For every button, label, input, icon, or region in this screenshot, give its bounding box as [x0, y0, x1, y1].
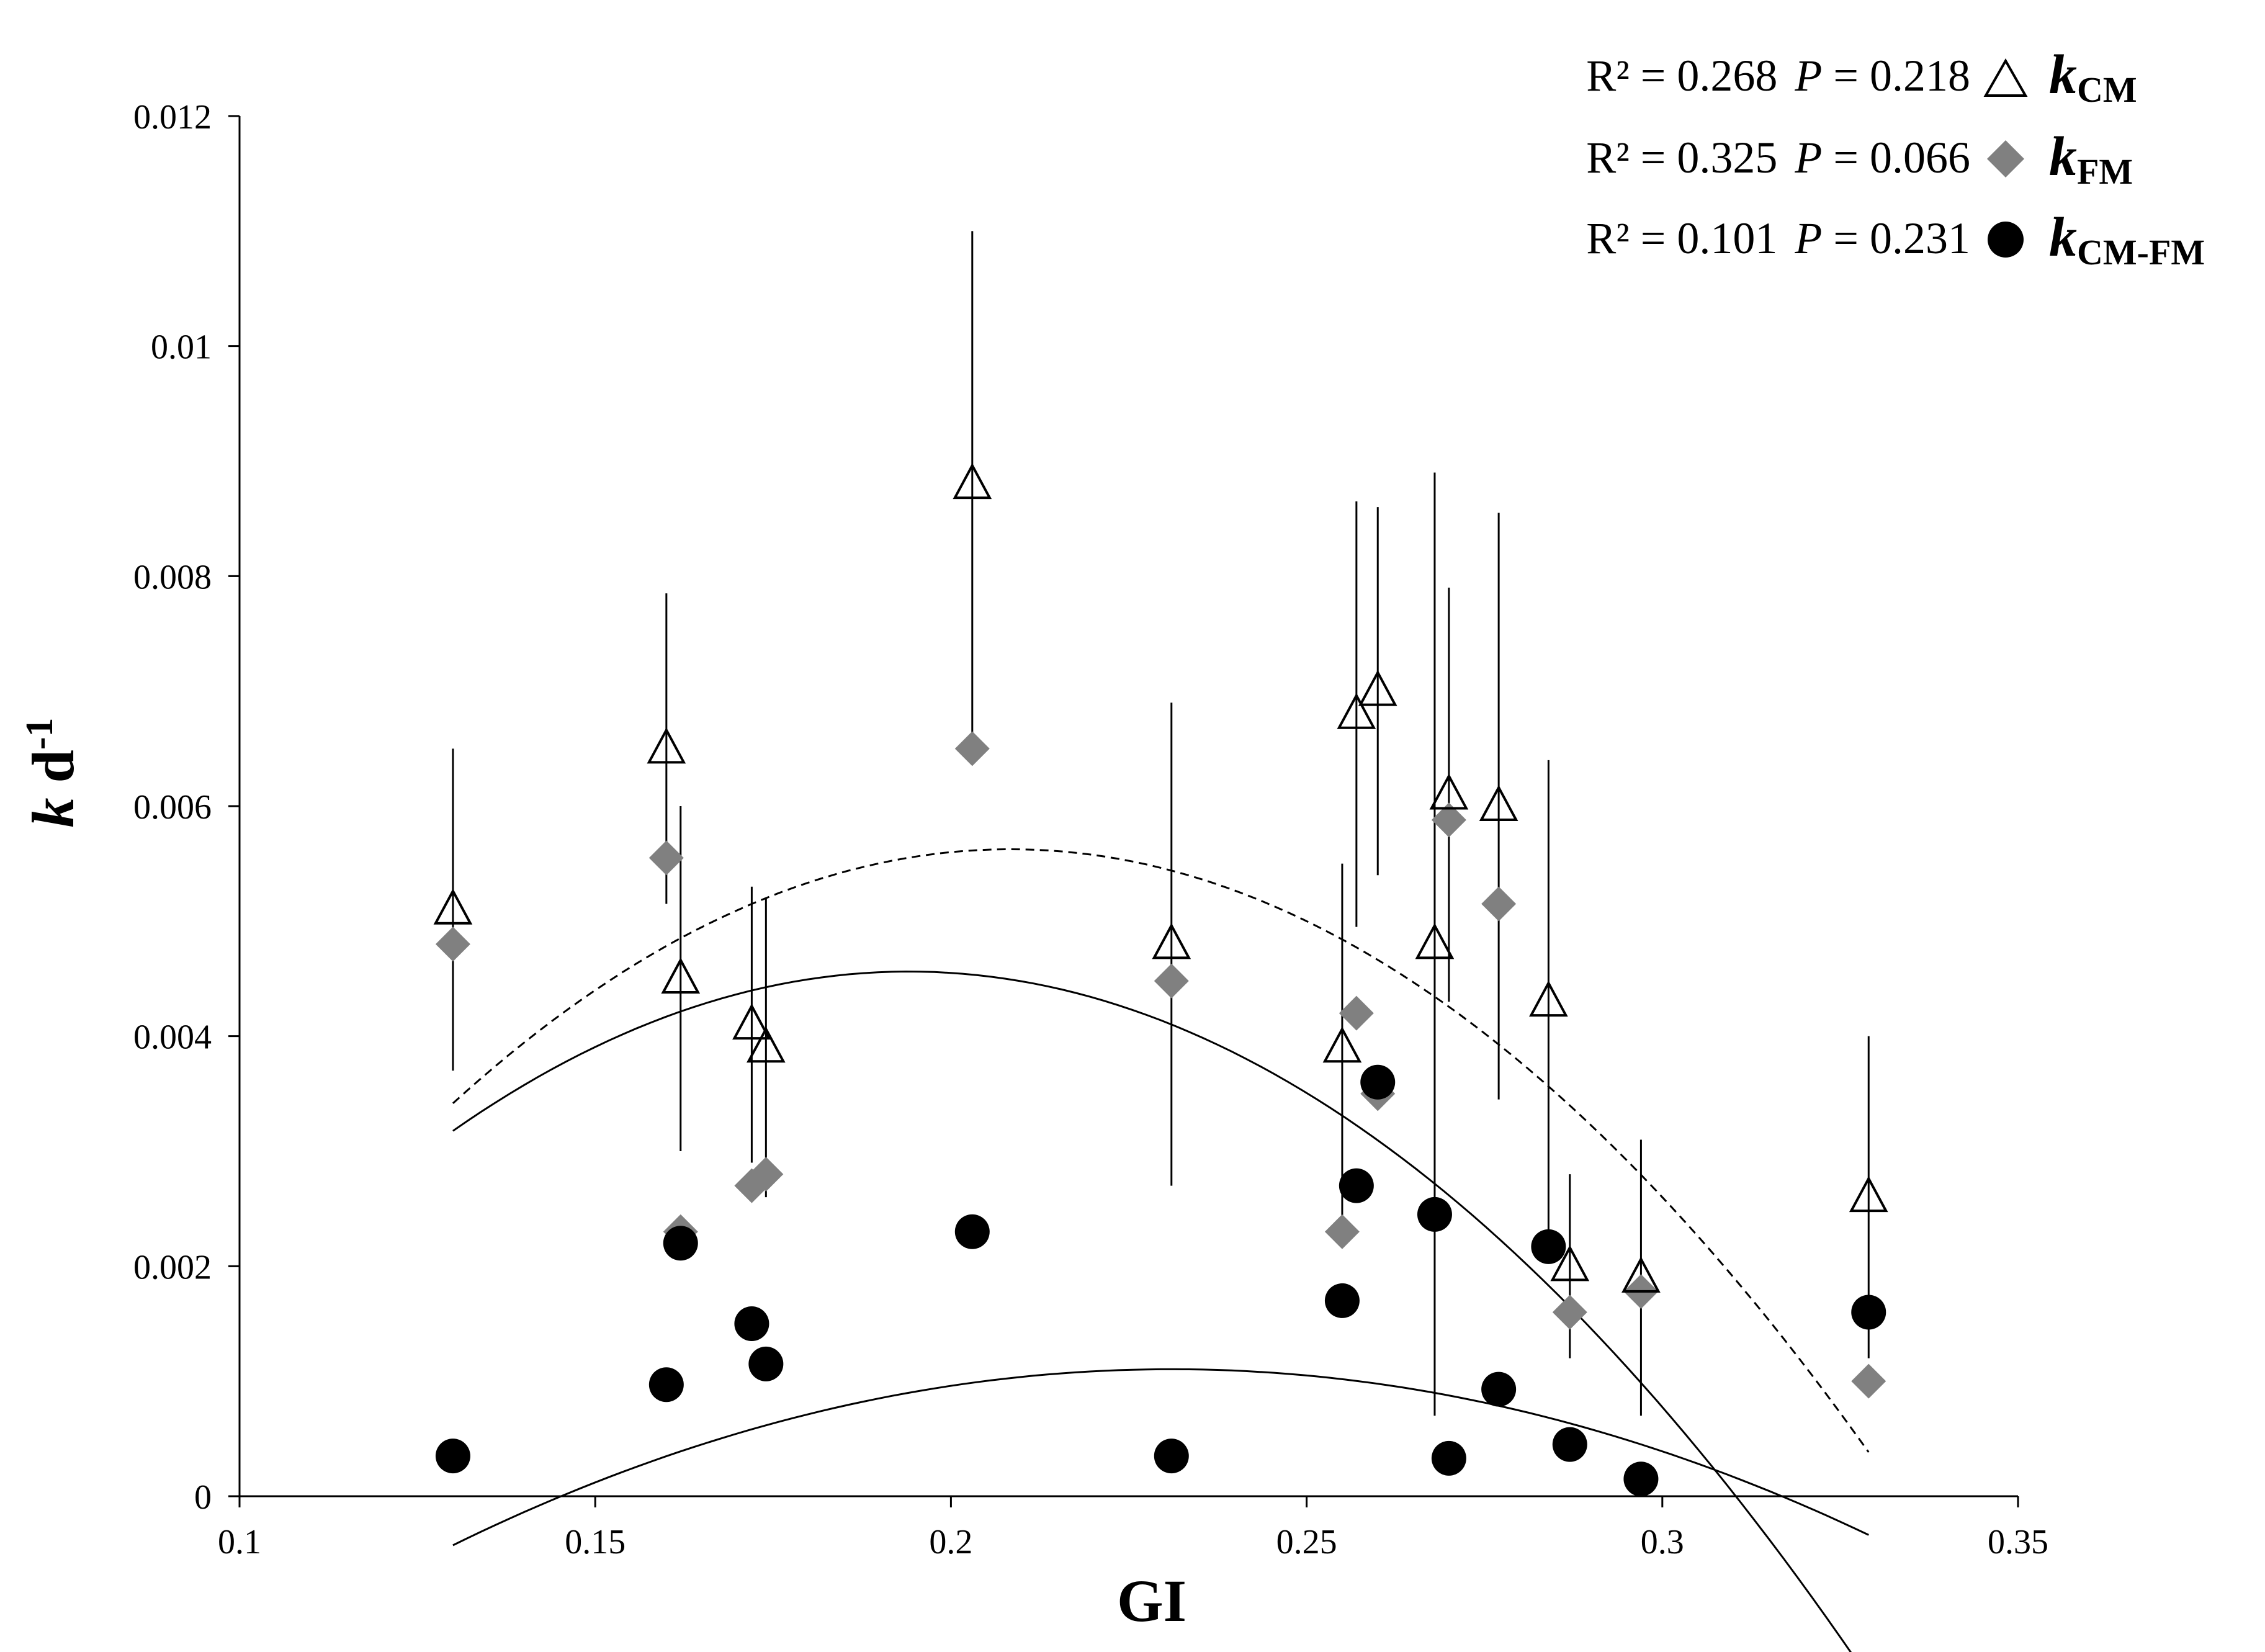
- x-axis-title: GI: [1117, 1568, 1186, 1634]
- x-tick-label: 0.15: [565, 1523, 626, 1561]
- point-kcm: [746, 1026, 786, 1063]
- point-kcm: [1621, 1256, 1661, 1293]
- svg-text:kCM: kCM: [2049, 44, 2137, 110]
- point-kcm-fm: [1431, 1440, 1466, 1476]
- point-kfm: [1851, 1363, 1886, 1399]
- y-axis-title: k d-1: [19, 717, 86, 827]
- point-kcm-fm: [1360, 1064, 1396, 1100]
- fit-curves: [452, 848, 1870, 1652]
- point-kcm: [732, 1003, 771, 1040]
- point-kcm-fm: [1481, 1371, 1517, 1407]
- point-kcm-fm: [734, 1306, 769, 1341]
- point-kcm-fm: [1339, 1168, 1374, 1203]
- legend-r2-kcmfm: R² = 0.101: [1586, 213, 1777, 263]
- legend-marker-kfm: [1987, 140, 2024, 177]
- legend-p-label-kfm: P: [1794, 133, 1822, 182]
- point-kcm-fm: [663, 1226, 698, 1261]
- point-kfm: [1324, 1214, 1360, 1249]
- point-kfm: [1339, 995, 1374, 1031]
- point-kcm-fm: [1324, 1283, 1360, 1318]
- y-tick-label: 0: [194, 1478, 212, 1517]
- point-kcm: [1358, 670, 1397, 706]
- legend-name-kcm: k: [2049, 44, 2077, 105]
- point-kcm: [433, 888, 473, 925]
- point-kcm: [953, 462, 992, 500]
- point-kcm: [1429, 773, 1469, 810]
- point-kfm: [954, 731, 990, 766]
- fit-line-kcm: [452, 848, 1870, 1453]
- y-tick-label: 0.008: [133, 558, 212, 596]
- point-kcm-fm: [1851, 1295, 1886, 1330]
- point-kcm: [1337, 693, 1376, 729]
- legend-marker-kcmfm: [1988, 222, 2024, 258]
- x-tick-label: 0.25: [1276, 1523, 1337, 1561]
- legend-name-kcmfm: k: [2049, 207, 2077, 268]
- point-kfm: [1552, 1295, 1587, 1330]
- point-kcm: [1415, 923, 1455, 959]
- point-kcm-fm: [1417, 1196, 1452, 1232]
- y-tick-label: 0.006: [133, 788, 212, 827]
- y-axis-title-k: k: [20, 798, 86, 828]
- point-kfm: [435, 927, 470, 962]
- point-kcm: [661, 957, 701, 994]
- point-kfm: [648, 840, 684, 876]
- point-kcm-fm: [435, 1439, 470, 1474]
- point-kcm: [1849, 1175, 1888, 1213]
- legend-p-value-kcmfm: = 0.231: [1822, 213, 1970, 263]
- point-kcm: [1550, 1245, 1590, 1282]
- legend-row-kcm: R² = 0.268 P = 0.218 kCM: [1586, 44, 2137, 110]
- x-tick-label: 0.2: [929, 1523, 972, 1561]
- data-points: [433, 462, 1888, 1497]
- point-kcm-fm: [954, 1214, 990, 1249]
- point-kfm: [748, 1157, 784, 1192]
- point-kcm: [1152, 923, 1191, 959]
- legend-p-label-kcm: P: [1794, 51, 1822, 101]
- legend-p-value-kfm: = 0.066: [1822, 133, 1970, 182]
- legend-sub-kfm: FM: [2077, 151, 2133, 192]
- legend-r2-kfm: R² = 0.325: [1586, 133, 1777, 182]
- point-kcm: [1529, 980, 1568, 1017]
- y-tick-label: 0.002: [133, 1248, 212, 1286]
- error-bars: [452, 231, 1870, 1416]
- point-kcm: [647, 727, 686, 764]
- legend-name-kfm: k: [2049, 126, 2077, 187]
- legend-row-kfm: R² = 0.325 P = 0.066 kFM: [1586, 126, 2133, 192]
- point-kcm-fm: [1623, 1461, 1659, 1497]
- point-kcm-fm: [1552, 1427, 1587, 1462]
- point-kfm: [1481, 886, 1517, 922]
- point-kcm-fm: [748, 1346, 784, 1381]
- legend: R² = 0.268 P = 0.218 kCM R² = 0.325 P = 0.…: [1586, 44, 2205, 272]
- svg-text:kCM-FM: kCM-FM: [2049, 207, 2205, 272]
- y-tick-label: 0.004: [133, 1018, 212, 1057]
- y-tick-label: 0.01: [151, 328, 212, 367]
- legend-sub-kcmfm: CM-FM: [2077, 232, 2205, 272]
- legend-marker-kcm: [1983, 58, 2028, 97]
- y-tick-label: 0.012: [133, 98, 212, 137]
- svg-text:kFM: kFM: [2049, 126, 2133, 192]
- fit-line-kcm-fm: [452, 1368, 1869, 1547]
- axes: 0 0.002 0.004 0.006 0.008 0.01 0.012 0.1 0.15 0.2…: [133, 98, 2048, 1561]
- y-axis-title-unit: d: [20, 750, 86, 797]
- point-kcm: [1322, 1026, 1362, 1063]
- point-kfm: [1431, 802, 1466, 838]
- point-kcm-fm: [1154, 1439, 1189, 1474]
- fit-line-kfm: [452, 970, 1852, 1652]
- legend-p-value-kcm: = 0.218: [1822, 51, 1970, 101]
- x-tick-label: 0.1: [218, 1523, 261, 1561]
- legend-row-kcmfm: R² = 0.101 P = 0.231 kCM-FM: [1586, 207, 2205, 272]
- legend-sub-kcm: CM: [2077, 70, 2137, 110]
- y-axis-title-exp: -1: [19, 717, 61, 750]
- x-tick-label: 0.35: [1988, 1523, 2048, 1561]
- legend-p-label-kcmfm: P: [1794, 213, 1822, 263]
- x-tick-label: 0.3: [1641, 1523, 1684, 1561]
- point-kcm-fm: [1531, 1229, 1566, 1264]
- point-kcm-fm: [648, 1367, 684, 1403]
- point-kcm: [1479, 784, 1518, 821]
- legend-r2-kcm: R² = 0.268: [1586, 51, 1777, 101]
- point-kfm: [1154, 963, 1189, 999]
